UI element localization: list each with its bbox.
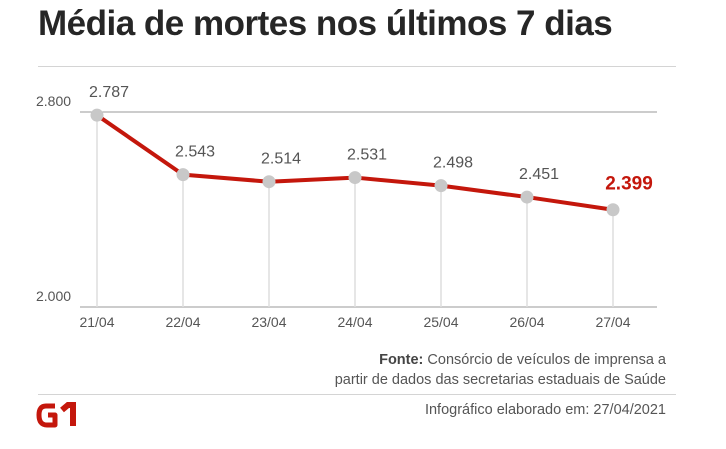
title-divider <box>38 66 676 67</box>
source-label: Fonte: <box>379 352 424 368</box>
data-label: 2.498 <box>433 155 473 172</box>
y-tick-label: 2.000 <box>36 288 71 304</box>
y-tick-label: 2.800 <box>36 93 71 109</box>
data-point <box>90 108 104 122</box>
data-label: 2.787 <box>89 84 129 101</box>
source-note: Fonte: Consórcio de veículos de imprensa… <box>335 350 666 390</box>
x-tick-label: 21/04 <box>79 314 114 330</box>
data-label: 2.451 <box>519 166 559 183</box>
x-tick-label: 23/04 <box>251 314 286 330</box>
data-point <box>262 175 276 189</box>
data-label: 2.543 <box>175 144 215 161</box>
x-tick-label: 26/04 <box>509 314 544 330</box>
source-line-1: Consórcio de veículos de imprensa a <box>427 352 666 368</box>
credit-line: Infográfico elaborado em: 27/04/2021 <box>424 402 666 418</box>
x-tick-label: 25/04 <box>423 314 458 330</box>
data-point <box>176 168 190 182</box>
data-point <box>348 171 362 185</box>
data-label: 2.531 <box>347 147 387 164</box>
x-tick-label: 22/04 <box>165 314 200 330</box>
data-point <box>606 203 620 217</box>
data-point <box>520 190 534 204</box>
x-tick-label: 27/04 <box>595 314 630 330</box>
line-chart: 2.000 2.800 2.787 2.543 2.514 2.531 2.498 2.451… <box>36 84 657 330</box>
source-line-2: partir de dados das secretarias estaduai… <box>334 372 666 388</box>
chart-title: Média de mortes nos últimos 7 dias <box>38 4 613 43</box>
x-tick-label: 24/04 <box>337 314 372 330</box>
footer-divider <box>38 394 676 395</box>
g1-logo <box>36 402 76 428</box>
data-label: 2.514 <box>261 151 301 168</box>
data-label-highlight: 2.399 <box>605 174 653 195</box>
data-point <box>434 179 448 193</box>
